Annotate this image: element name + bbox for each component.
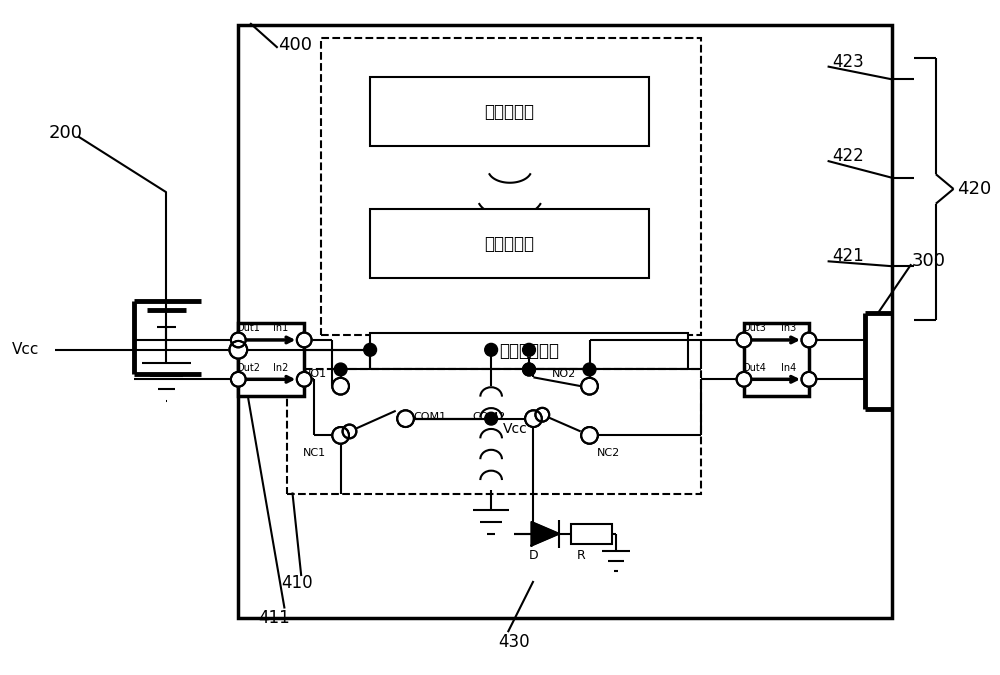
Circle shape (231, 372, 246, 387)
Circle shape (397, 410, 414, 427)
Circle shape (343, 425, 356, 438)
Text: In3: In3 (781, 323, 797, 333)
Circle shape (297, 333, 312, 348)
Bar (287, 369, 701, 494)
Text: NC2: NC2 (596, 448, 620, 458)
Bar (370, 333, 688, 369)
Text: Out2: Out2 (236, 362, 260, 373)
Circle shape (364, 344, 377, 356)
Text: 信号控制开关: 信号控制开关 (499, 342, 559, 360)
Text: 411: 411 (258, 610, 290, 627)
Text: Vcc: Vcc (12, 342, 39, 357)
Circle shape (523, 363, 535, 376)
Text: 400: 400 (278, 36, 312, 54)
Circle shape (485, 344, 498, 356)
Text: D: D (529, 549, 538, 562)
Circle shape (332, 378, 349, 395)
Circle shape (583, 363, 596, 376)
Polygon shape (531, 522, 559, 545)
Text: 200: 200 (48, 124, 82, 142)
Text: NO2: NO2 (552, 369, 576, 379)
Bar (370, 209, 649, 278)
Circle shape (332, 427, 349, 443)
Bar (370, 78, 649, 146)
Circle shape (525, 410, 542, 427)
Circle shape (581, 378, 598, 395)
Circle shape (737, 333, 751, 348)
Circle shape (523, 363, 535, 376)
Text: In2: In2 (273, 362, 288, 373)
Circle shape (535, 408, 549, 422)
Text: NO1: NO1 (303, 369, 327, 379)
Text: R: R (577, 549, 585, 562)
Text: 420: 420 (957, 180, 992, 198)
Text: In4: In4 (781, 362, 797, 373)
Text: Out3: Out3 (742, 323, 766, 333)
Circle shape (229, 341, 247, 358)
Circle shape (334, 363, 347, 376)
Circle shape (802, 333, 816, 348)
Text: 430: 430 (498, 633, 530, 651)
Bar (744, 323, 809, 396)
Bar (321, 38, 701, 335)
Circle shape (581, 427, 598, 443)
Text: NC1: NC1 (303, 448, 326, 458)
Text: Out4: Out4 (742, 362, 766, 373)
Text: 410: 410 (282, 574, 313, 592)
Text: 422: 422 (833, 147, 864, 165)
Circle shape (297, 372, 312, 387)
Circle shape (231, 333, 246, 348)
Text: 421: 421 (833, 247, 864, 265)
Circle shape (485, 412, 498, 425)
Text: COM1: COM1 (413, 412, 447, 422)
Text: Vcc: Vcc (503, 421, 528, 435)
Text: 423: 423 (833, 53, 864, 71)
Text: 遥控发射器: 遥控发射器 (484, 103, 534, 121)
Text: Out1: Out1 (236, 323, 260, 333)
Bar (571, 524, 612, 543)
Circle shape (523, 344, 535, 356)
Text: 遥控接收器: 遥控接收器 (484, 234, 534, 252)
Bar (238, 25, 892, 618)
Text: 300: 300 (911, 252, 945, 270)
Text: COM2: COM2 (472, 412, 506, 422)
Circle shape (802, 372, 816, 387)
Circle shape (737, 372, 751, 387)
Text: In1: In1 (273, 323, 288, 333)
Bar (238, 323, 304, 396)
